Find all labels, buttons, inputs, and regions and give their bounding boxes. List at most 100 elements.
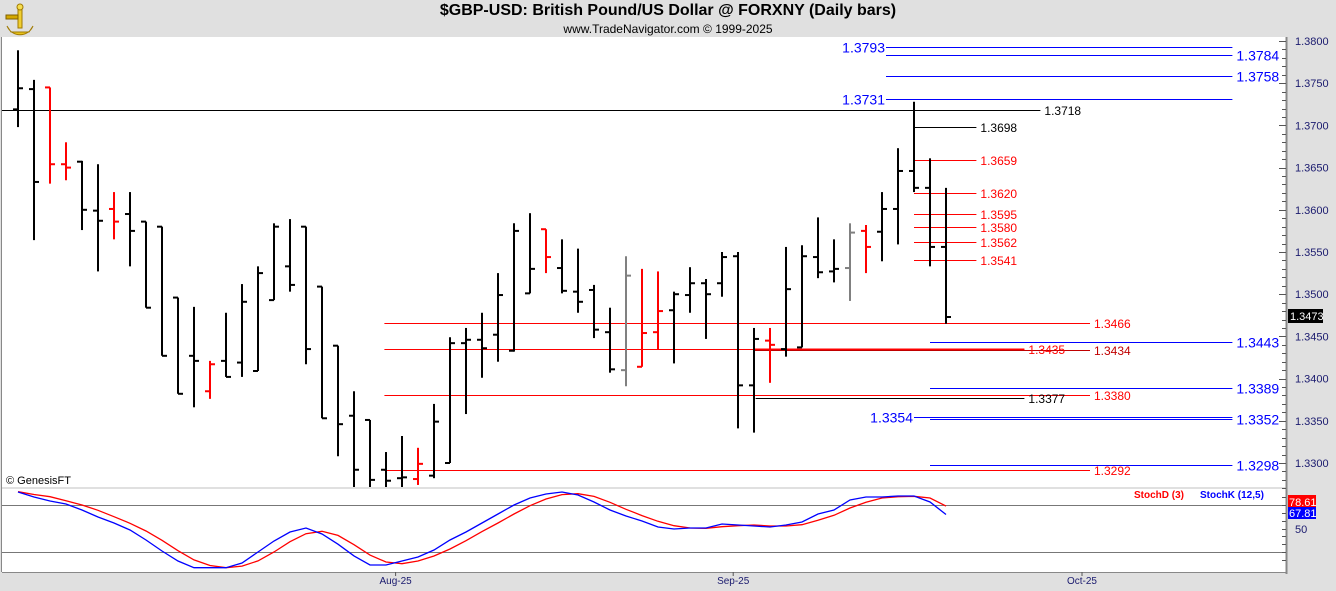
level-label: 1.3377 xyxy=(1028,392,1065,406)
level-label: 1.3389 xyxy=(1236,381,1279,397)
level-label: 1.3434 xyxy=(1094,344,1131,358)
ohlc-bar xyxy=(77,160,87,231)
ohlc-bar xyxy=(861,224,871,274)
stochk-value-box xyxy=(1288,507,1316,519)
ohlc-bar xyxy=(573,248,583,313)
ohlc-bar xyxy=(93,164,103,272)
level-label: 1.3784 xyxy=(1236,48,1279,64)
ohlc-bar xyxy=(941,187,951,324)
ohlc-bar xyxy=(845,223,855,301)
ohlc-bar xyxy=(61,142,71,181)
ohlc-bar xyxy=(909,101,919,193)
ohlc-bar xyxy=(669,291,679,364)
y-tick-label: 1.3400 xyxy=(1295,374,1329,386)
chart-subtitle: www.TradeNavigator.com © 1999-2025 xyxy=(563,22,773,36)
stochd-value-box xyxy=(1288,495,1316,508)
ohlc-bar xyxy=(557,239,567,294)
ohlc-bar xyxy=(445,337,455,464)
y-tick-label: 1.3650 xyxy=(1295,163,1329,175)
ohlc-bar xyxy=(333,344,343,457)
ohlc-bar xyxy=(717,252,727,297)
last-price-marker: 1.3473 xyxy=(1288,309,1324,323)
ohlc-bar xyxy=(685,267,695,313)
level-label: 1.3354 xyxy=(870,410,913,426)
ohlc-bar xyxy=(621,256,631,387)
ohlc-bar xyxy=(509,223,519,352)
stoch-tick-50: 50 xyxy=(1295,524,1307,536)
ohlc-bar xyxy=(813,217,823,279)
ohlc-bar xyxy=(493,273,503,362)
ohlc-bar xyxy=(301,225,311,365)
ohlc-bar xyxy=(237,284,247,377)
level-label: 1.3698 xyxy=(980,121,1017,135)
level-label: 1.3620 xyxy=(980,187,1017,201)
y-tick-label: 1.3450 xyxy=(1295,331,1329,343)
chart-title: $GBP-USD: British Pound/US Dollar @ FORX… xyxy=(439,2,897,19)
ohlc-bar xyxy=(205,360,215,399)
ohlc-bar xyxy=(317,285,327,420)
level-label: 1.3443 xyxy=(1236,335,1279,351)
date-axis: Aug-25 Sep-25 Oct-25 xyxy=(379,572,1097,587)
stochk-line xyxy=(17,491,947,569)
level-label: 1.3352 xyxy=(1236,412,1279,428)
ohlc-bar xyxy=(797,245,807,349)
ohlc-bar xyxy=(173,296,183,395)
ohlc-bar xyxy=(29,79,39,241)
stochd-line xyxy=(17,491,947,569)
y-tick-label: 1.3800 xyxy=(1295,36,1329,48)
stochk-value: 67.81 xyxy=(1289,508,1317,520)
level-labels: 1.3793 1.3784 1.3758 1.3731 1.3718 1.3698 1.36… xyxy=(842,40,1279,478)
x-tick-label: Oct-25 xyxy=(1067,576,1097,587)
ohlc-bar xyxy=(653,271,663,350)
y-tick-label: 1.3600 xyxy=(1295,205,1329,217)
ohlc-bar xyxy=(781,246,791,357)
ohlc-bar xyxy=(189,306,199,408)
y-tick-label: 1.3700 xyxy=(1295,120,1329,132)
price-bars xyxy=(13,50,951,487)
ohlc-bar xyxy=(733,252,743,429)
ohlc-bar xyxy=(637,268,647,368)
stochastic-lines xyxy=(2,491,1286,569)
ohlc-bar xyxy=(269,223,279,302)
ohlc-bar xyxy=(525,213,535,295)
stochastic-axis xyxy=(2,497,1286,573)
copyright-label: © GenesisFT xyxy=(6,475,71,487)
legend-stochk: StochK (12,5) xyxy=(1200,490,1264,501)
last-price-label: 1.3473 xyxy=(1290,311,1324,323)
ohlc-bar xyxy=(13,50,23,128)
ohlc-bar xyxy=(413,447,423,485)
ohlc-bar xyxy=(45,86,55,184)
ohlc-bar xyxy=(381,452,391,487)
level-label: 1.3659 xyxy=(980,154,1017,168)
ohlc-bar xyxy=(605,307,615,373)
level-label: 1.3595 xyxy=(980,208,1017,222)
ohlc-bar xyxy=(541,228,551,274)
price-panel xyxy=(2,37,1286,487)
ohlc-bar xyxy=(765,327,775,383)
ohlc-bar xyxy=(141,220,151,309)
level-label: 1.3580 xyxy=(980,221,1017,235)
y-tick-label: 1.3350 xyxy=(1295,416,1329,428)
ohlc-bar xyxy=(349,391,359,487)
ohlc-bar xyxy=(365,418,375,487)
ohlc-bar xyxy=(221,312,231,378)
ohlc-bar xyxy=(397,435,407,487)
ohlc-bar xyxy=(877,192,887,262)
level-label: 1.3380 xyxy=(1094,389,1131,403)
level-label: 1.3298 xyxy=(1236,458,1279,474)
level-label: 1.3541 xyxy=(980,254,1017,268)
ohlc-bar xyxy=(253,266,263,373)
y-tick-label: 1.3750 xyxy=(1295,78,1329,90)
level-label: 1.3292 xyxy=(1094,464,1131,478)
x-tick-label: Aug-25 xyxy=(379,576,412,587)
ohlc-bar xyxy=(125,192,135,267)
level-label: 1.3793 xyxy=(842,40,885,56)
ohlc-bar xyxy=(925,158,935,267)
y-tick-label: 1.3300 xyxy=(1295,458,1329,470)
level-label: 1.3718 xyxy=(1044,104,1081,118)
y-tick-label: 1.3550 xyxy=(1295,247,1329,259)
x-tick-label: Sep-25 xyxy=(717,576,750,587)
legend-stochd: StochD (3) xyxy=(1134,490,1184,501)
ohlc-bar xyxy=(749,327,759,433)
